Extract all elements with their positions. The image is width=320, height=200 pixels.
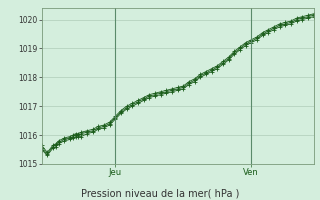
Text: Pression niveau de la mer( hPa ): Pression niveau de la mer( hPa ) <box>81 188 239 198</box>
